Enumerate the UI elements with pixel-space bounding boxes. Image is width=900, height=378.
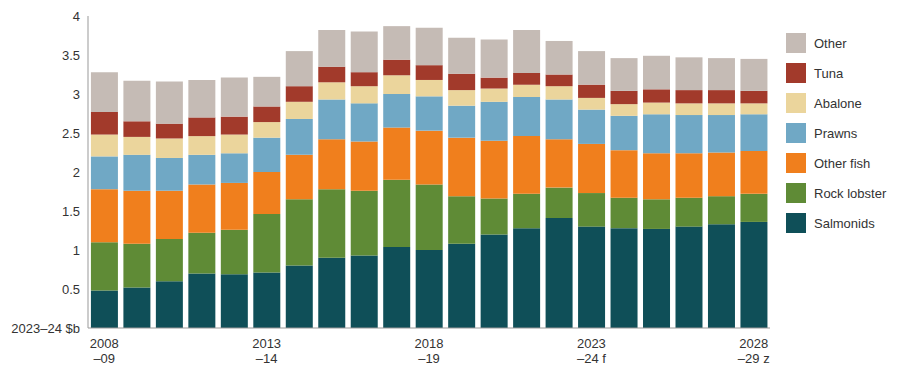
svg-text:2028: 2028 [739,336,768,351]
html-text:Other: Other [814,35,847,51]
svg-text:–24 f: –24 f [577,351,606,366]
html-text:Prawns: Prawns [814,125,858,141]
svg-text:3: 3 [73,87,80,102]
svg-text:1.5: 1.5 [62,204,80,219]
html-text:Other fish: Other fish [814,155,871,171]
svg-text:2: 2 [73,165,80,180]
svg-text:2013: 2013 [252,336,281,351]
svg-text:4: 4 [73,9,80,24]
svg-text:3.5: 3.5 [62,48,80,63]
svg-text:–14: –14 [256,351,278,366]
html-text:Salmonids: Salmonids [814,215,875,231]
svg-text:0.5: 0.5 [62,282,80,297]
svg-text:2.5: 2.5 [62,126,80,141]
html-text:Abalone: Abalone [814,95,862,111]
svg-text:2018: 2018 [415,336,444,351]
svg-text:1: 1 [73,243,80,258]
html-text:Rock lobster: Rock lobster [814,185,887,201]
svg-text:–09: –09 [93,351,115,366]
svg-text:–19: –19 [418,351,440,366]
svg-text:2023–24 $b: 2023–24 $b [11,321,80,336]
html-text:Tuna: Tuna [814,65,844,81]
svg-text:2023: 2023 [577,336,606,351]
svg-text:–29 z: –29 z [738,351,770,366]
svg-text:2008: 2008 [90,336,119,351]
